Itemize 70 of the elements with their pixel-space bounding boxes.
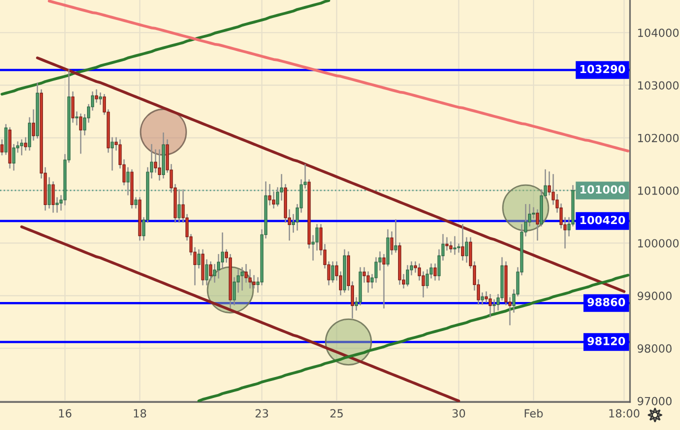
candlestick — [209, 261, 212, 281]
candlestick — [205, 259, 208, 286]
candlestick — [280, 174, 284, 201]
candlestick — [98, 92, 102, 105]
candlestick — [134, 197, 138, 208]
candlestick — [79, 114, 82, 154]
y-tick-label: 101000 — [638, 186, 679, 195]
candlestick — [110, 137, 114, 171]
candlestick — [536, 209, 540, 241]
x-tick-label: 18 — [134, 409, 146, 418]
ref-line-label: 98120 — [588, 336, 626, 346]
candlestick — [252, 275, 256, 288]
candlestick — [220, 232, 224, 268]
candlestick — [374, 257, 378, 283]
line-series — [36, 56, 626, 293]
candlestick — [532, 207, 536, 218]
x-tick-label: 23 — [256, 409, 268, 418]
candlestick — [71, 91, 74, 123]
candlestick — [154, 149, 158, 173]
candlestick — [12, 144, 16, 171]
candlestick — [240, 267, 244, 291]
candlestick — [20, 139, 24, 156]
candlestick — [331, 261, 334, 283]
candlestick — [94, 89, 98, 103]
candlestick — [75, 111, 78, 126]
x-tick-label: 25 — [330, 409, 343, 418]
candlestick — [488, 294, 492, 318]
y-tick-label: 102000 — [638, 134, 679, 142]
ref-line-label: 98860 — [588, 298, 626, 306]
candlestick — [197, 249, 200, 268]
y-tick-label: 97000 — [638, 396, 672, 406]
x-tick-label: Feb — [524, 408, 543, 418]
candlestick — [28, 117, 32, 151]
candlestick — [248, 269, 252, 288]
y-tick-label: 103000 — [638, 81, 679, 90]
candlestick — [216, 254, 220, 278]
candlestick — [394, 219, 398, 253]
candlestick — [461, 224, 464, 261]
line-series — [20, 225, 460, 402]
candlestick — [32, 109, 36, 141]
x-tick-label: 30 — [452, 409, 466, 418]
line-series — [197, 274, 630, 402]
ref-line-label: 103290 — [580, 64, 626, 74]
candlestick — [453, 236, 456, 255]
candlestick — [0, 139, 4, 156]
candlestick — [382, 254, 386, 308]
candlestick — [434, 264, 437, 281]
candlestick — [492, 299, 496, 313]
y-tick-label: 100000 — [638, 239, 679, 248]
candlestick — [406, 265, 410, 286]
candlestick — [268, 184, 272, 206]
y-tick-label: 98000 — [638, 344, 672, 353]
candlestick — [276, 187, 280, 206]
line-series — [48, 0, 630, 152]
y-tick-label: 104000 — [638, 28, 679, 37]
x-tick-label: 18:00 — [609, 409, 640, 418]
candlestick — [178, 189, 181, 223]
candlestick — [480, 292, 484, 305]
candlestick — [213, 264, 216, 283]
ref-line-label: 100420 — [580, 216, 626, 224]
candlestick — [366, 271, 370, 293]
x-tick-label: 16 — [59, 409, 72, 418]
candlestick — [48, 177, 51, 208]
y-tick-label: 99000 — [638, 292, 672, 300]
ref-line-label: 101000 — [580, 185, 626, 194]
candlestick — [158, 149, 162, 181]
candlestick — [315, 224, 319, 251]
candlestick — [52, 181, 55, 213]
line-series — [0, 0, 330, 96]
candlestick — [126, 167, 130, 196]
